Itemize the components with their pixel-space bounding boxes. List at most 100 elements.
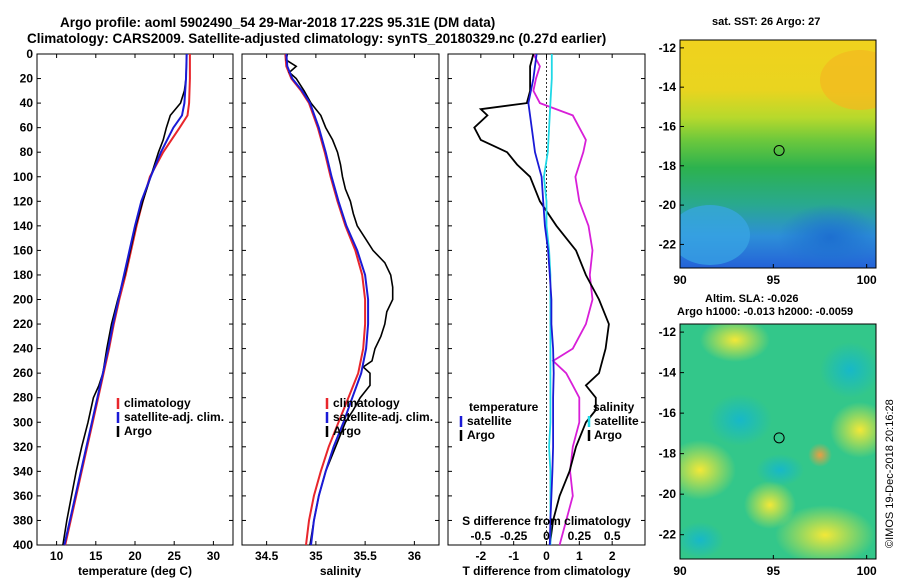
map-x-tick-label: 90	[673, 273, 687, 287]
map-y-tick-label: -16	[659, 119, 677, 133]
sla-high-patch	[744, 481, 796, 529]
sla-map-title-2: Argo h1000: -0.013 h2000: -0.0059	[677, 306, 853, 318]
panel-salinity: 34.5 35 35.5 36 salinity climatologysatellite…	[241, 53, 440, 578]
depth-tick-label: 40	[20, 96, 34, 110]
legend-temperature-satellite: satellite	[467, 414, 512, 428]
header-title-line1: Argo profile: aoml 5902490_54 29-Mar-201…	[60, 15, 495, 30]
depth-tick-label: 200	[13, 293, 33, 307]
map-y-tick-label: -22	[659, 237, 677, 251]
difference-axis-label: T difference from climatology	[462, 564, 630, 578]
map-y-tick-label: -20	[659, 487, 677, 501]
sla-argo-position-marker	[773, 432, 785, 444]
depth-tick-label: 300	[13, 415, 33, 429]
map-y-tick-label: -14	[659, 366, 677, 380]
diff-t-argo-line	[473, 53, 610, 546]
x-tick-label: 20	[128, 549, 142, 563]
salinity-diff-tick-label: 0.25	[568, 529, 592, 543]
map-y-tick-label: -20	[659, 198, 677, 212]
map-x-tick-label: 90	[673, 564, 687, 578]
depth-tick-label: 100	[13, 170, 33, 184]
legend-argo: Argo	[333, 424, 361, 438]
sla-high-patch	[830, 402, 876, 458]
sla-low-patch	[820, 342, 876, 398]
legend-temperature-argo: Argo	[467, 428, 495, 442]
sla-peak-patch	[808, 443, 832, 467]
depth-tick-label: 220	[13, 317, 33, 331]
panel-difference: -2 -1 0 1 2T difference from climatology S di…	[447, 53, 646, 578]
sla-low-patch	[708, 394, 772, 446]
imos-credit: ©IMOS 19-Dec-2018 20:16:28	[884, 399, 896, 548]
salinity-diff-tick-label: -0.5	[470, 529, 491, 543]
depth-tick-label: 380	[13, 513, 33, 527]
x-tick-label: 35.5	[353, 549, 377, 563]
depth-tick-label: 60	[20, 121, 34, 135]
map-x-tick-label: 100	[857, 273, 877, 287]
profile-panels: 0204060801001201401601802002202402602803…	[13, 47, 646, 578]
salinity-diff-tick-label: 0.5	[604, 529, 621, 543]
sla-map-axes: 90 95 100 -12 -14 -16 -18 -20 -22	[659, 325, 877, 578]
legend-title-salinity: salinity	[593, 400, 635, 414]
diff-s-satellite-line	[542, 54, 553, 545]
x-tick-label: 1	[576, 549, 583, 563]
map-y-tick-label: -18	[659, 447, 677, 461]
depth-tick-label: 160	[13, 243, 33, 257]
salinity-difference-axis-label: S difference from climatology	[462, 514, 631, 528]
legend-climatology: climatology	[124, 396, 191, 410]
legend-satellite-adj-clim-: satellite-adj. clim.	[124, 410, 224, 424]
sst-argo-position-marker	[773, 144, 785, 156]
depth-tick-label: 320	[13, 440, 33, 454]
sst-map: sat. SST: 26 Argo: 27 90 95 100 -12 -14 -16 -1…	[659, 16, 877, 287]
map-x-tick-label: 95	[767, 273, 781, 287]
sst-cool-patch-west	[680, 205, 750, 265]
diff-t-satellite-line	[527, 53, 555, 546]
depth-tick-label: 360	[13, 489, 33, 503]
depth-tick-label: 240	[13, 342, 33, 356]
legend-salinity-argo: Argo	[594, 428, 622, 442]
legend-climatology: climatology	[333, 396, 400, 410]
sst-cool-patch	[778, 204, 876, 268]
depth-tick-label: 180	[13, 268, 33, 282]
x-tick-label: 15	[89, 549, 103, 563]
legend-title-temperature: temperature	[469, 400, 539, 414]
map-x-tick-label: 95	[767, 564, 781, 578]
legend-salinity-satellite: satellite	[594, 414, 639, 428]
sst-warm-patch	[820, 50, 876, 110]
map-x-tick-label: 100	[857, 564, 877, 578]
salinity-diff-tick-label: -0.25	[500, 529, 528, 543]
depth-tick-label: 0	[26, 47, 33, 61]
x-tick-label: 30	[207, 549, 221, 563]
map-y-tick-label: -22	[659, 528, 677, 542]
sla-low-patch	[680, 522, 724, 558]
x-tick-label: -2	[475, 549, 486, 563]
depth-tick-label: 260	[13, 366, 33, 380]
depth-tick-label: 80	[20, 145, 34, 159]
depth-tick-label: 400	[13, 538, 33, 552]
legend-satellite-adj-clim-: satellite-adj. clim.	[333, 410, 433, 424]
map-y-tick-label: -14	[659, 80, 677, 94]
sst-map-axes: 90 95 100 -12 -14 -16 -18 -20 -22	[659, 41, 877, 287]
map-y-tick-label: -12	[659, 41, 677, 55]
depth-tick-label: 120	[13, 194, 33, 208]
depth-tick-label: 280	[13, 391, 33, 405]
x-tick-label: 10	[50, 549, 64, 563]
temperature-satellite-adj-clim--line	[63, 53, 188, 546]
salinity-diff-tick-label: 0	[543, 529, 550, 543]
x-tick-label: 0	[543, 549, 550, 563]
x-tick-label: -1	[508, 549, 519, 563]
map-y-tick-label: -16	[659, 406, 677, 420]
depth-tick-label: 340	[13, 464, 33, 478]
x-tick-label: 34.5	[255, 549, 279, 563]
temperature-axis-label: temperature (deg C)	[78, 564, 192, 578]
sla-low-patch	[756, 454, 804, 486]
map-y-tick-label: -18	[659, 159, 677, 173]
depth-tick-label: 140	[13, 219, 33, 233]
panel-temperature: 0 20 40 60 80 100 120 140 160 180 200 220 240 260 280 3…	[13, 47, 234, 578]
x-tick-label: 2	[609, 549, 616, 563]
sla-map: Altim. SLA: -0.026 Argo h1000: -0.013 h2…	[659, 293, 877, 578]
header-title-line2: Climatology: CARS2009. Satellite-adjuste…	[27, 31, 606, 46]
sla-high-patch	[680, 440, 736, 500]
sla-high-patch	[700, 324, 770, 362]
salinity-argo-line	[285, 53, 394, 546]
map-y-tick-label: -12	[659, 325, 677, 339]
